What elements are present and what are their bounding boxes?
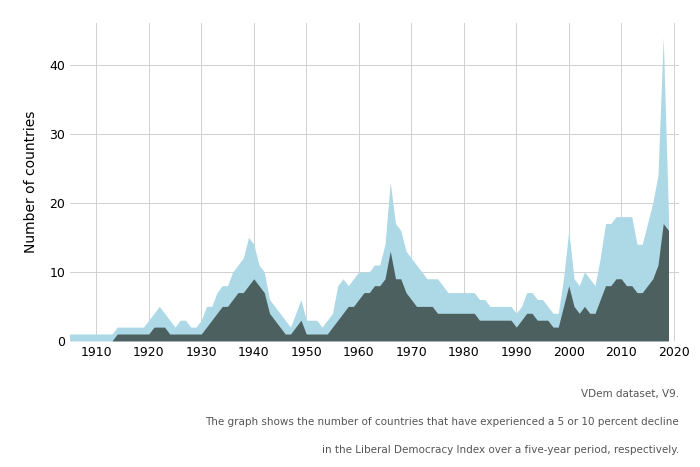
- Text: The graph shows the number of countries that have experienced a 5 or 10 percent : The graph shows the number of countries …: [205, 417, 679, 427]
- Y-axis label: Number of countries: Number of countries: [25, 111, 38, 253]
- Text: in the Liberal Democracy Index over a five-year period, respectively.: in the Liberal Democracy Index over a fi…: [322, 446, 679, 455]
- Text: VDem dataset, V9.: VDem dataset, V9.: [581, 389, 679, 399]
